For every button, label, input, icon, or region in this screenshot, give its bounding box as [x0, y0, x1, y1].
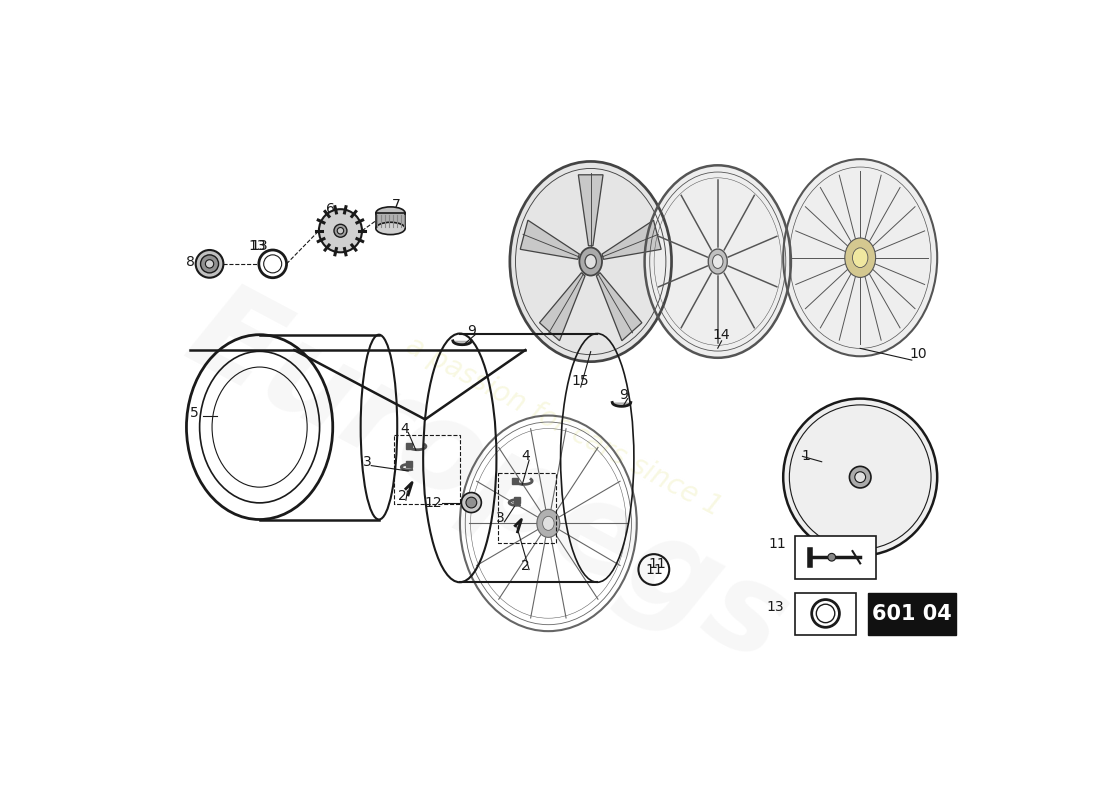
Text: 1: 1	[802, 450, 811, 463]
Polygon shape	[539, 273, 585, 341]
Circle shape	[334, 224, 346, 238]
Text: 601 04: 601 04	[872, 604, 953, 624]
Ellipse shape	[580, 247, 602, 275]
Text: 2: 2	[398, 490, 406, 503]
Ellipse shape	[645, 166, 791, 358]
Text: 12: 12	[424, 495, 442, 510]
Text: a passion for cars since 1: a passion for cars since 1	[402, 332, 726, 522]
Text: 11: 11	[645, 562, 662, 577]
Text: 6: 6	[326, 202, 334, 216]
Polygon shape	[602, 220, 661, 259]
Text: 8: 8	[186, 254, 195, 269]
Polygon shape	[520, 220, 580, 259]
Text: 13: 13	[249, 239, 266, 253]
Text: 3: 3	[496, 511, 505, 525]
Ellipse shape	[783, 398, 937, 556]
Polygon shape	[596, 273, 642, 341]
FancyBboxPatch shape	[376, 213, 405, 229]
Text: 13: 13	[767, 599, 784, 614]
Circle shape	[849, 466, 871, 488]
Text: 3: 3	[363, 454, 372, 469]
Text: 10: 10	[909, 347, 927, 361]
Text: 4: 4	[400, 422, 409, 436]
Ellipse shape	[376, 207, 405, 219]
Ellipse shape	[852, 248, 868, 267]
FancyBboxPatch shape	[794, 537, 876, 578]
Ellipse shape	[510, 162, 671, 362]
FancyBboxPatch shape	[868, 593, 957, 635]
Ellipse shape	[542, 516, 554, 530]
Text: 9: 9	[466, 324, 476, 338]
Polygon shape	[579, 175, 603, 246]
Ellipse shape	[783, 159, 937, 356]
Text: 4: 4	[521, 450, 529, 463]
Circle shape	[466, 497, 476, 508]
Text: 5: 5	[190, 406, 198, 420]
Text: 7: 7	[392, 198, 400, 212]
Circle shape	[319, 209, 362, 252]
Ellipse shape	[376, 222, 405, 234]
Circle shape	[855, 472, 866, 482]
Circle shape	[338, 227, 343, 234]
Ellipse shape	[845, 238, 876, 278]
Text: 15: 15	[572, 374, 590, 388]
Circle shape	[461, 493, 482, 513]
Text: 9: 9	[619, 388, 628, 402]
Text: 2: 2	[521, 558, 529, 573]
Ellipse shape	[585, 254, 596, 269]
FancyBboxPatch shape	[794, 593, 856, 635]
Text: Europegs: Europegs	[167, 273, 806, 690]
Text: 13: 13	[251, 239, 268, 253]
Text: 11: 11	[649, 557, 667, 571]
Ellipse shape	[713, 254, 723, 269]
Circle shape	[200, 255, 219, 273]
Text: 11: 11	[769, 537, 786, 551]
Ellipse shape	[537, 510, 560, 538]
Ellipse shape	[708, 249, 727, 274]
Circle shape	[828, 554, 836, 561]
Text: 14: 14	[713, 328, 730, 342]
Circle shape	[196, 250, 223, 278]
Circle shape	[206, 260, 213, 268]
